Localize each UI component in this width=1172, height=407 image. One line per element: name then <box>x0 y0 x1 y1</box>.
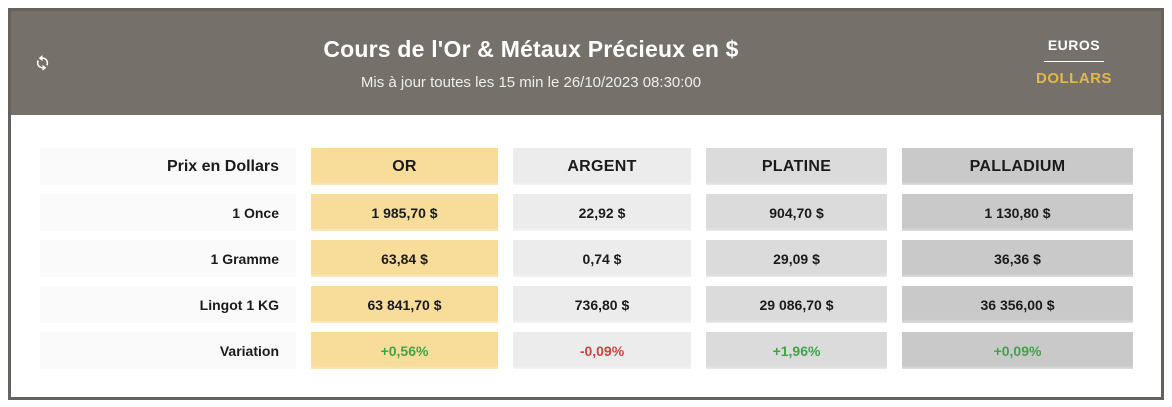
column-header-or: OR <box>311 148 498 185</box>
column-header-palladium: PALLADIUM <box>902 148 1133 185</box>
price-palladium-lingot: 36 356,00 $ <box>902 286 1133 323</box>
row-label-once: 1 Once <box>40 194 296 231</box>
refresh-icon <box>33 53 52 75</box>
row-label-gramme: 1 Gramme <box>40 240 296 277</box>
price-table: Prix en Dollars OR ARGENT PLATINE PALLAD… <box>40 148 1161 369</box>
variation-or: +0,56% <box>311 332 498 369</box>
precious-metals-widget: Cours de l'Or & Métaux Précieux en $ Mis… <box>8 8 1164 400</box>
price-argent-once: 22,92 $ <box>513 194 691 231</box>
row-label-lingot: Lingot 1 KG <box>40 286 296 323</box>
table-corner-label: Prix en Dollars <box>40 148 296 185</box>
price-argent-gramme: 0,74 $ <box>513 240 691 277</box>
currency-option-euros[interactable]: EUROS <box>1043 37 1105 62</box>
row-label-variation: Variation <box>40 332 296 369</box>
price-platine-lingot: 29 086,70 $ <box>706 286 887 323</box>
variation-palladium: +0,09% <box>902 332 1133 369</box>
price-platine-gramme: 29,09 $ <box>706 240 887 277</box>
price-or-once: 1 985,70 $ <box>311 194 498 231</box>
price-palladium-gramme: 36,36 $ <box>902 240 1133 277</box>
page-title: Cours de l'Or & Métaux Précieux en $ <box>323 35 739 62</box>
refresh-button[interactable] <box>11 53 73 75</box>
column-header-platine: PLATINE <box>706 148 887 185</box>
widget-header: Cours de l'Or & Métaux Précieux en $ Mis… <box>11 11 1161 115</box>
currency-toggle: EUROS DOLLARS <box>999 37 1149 87</box>
price-or-lingot: 63 841,70 $ <box>311 286 498 323</box>
column-header-argent: ARGENT <box>513 148 691 185</box>
variation-platine: +1,96% <box>706 332 887 369</box>
last-updated-text: Mis à jour toutes les 15 min le 26/10/20… <box>360 73 702 91</box>
price-argent-lingot: 736,80 $ <box>513 286 691 323</box>
header-title-block: Cours de l'Or & Métaux Précieux en $ Mis… <box>63 36 999 91</box>
price-or-gramme: 63,84 $ <box>311 240 498 277</box>
currency-option-dollars[interactable]: DOLLARS <box>1036 70 1112 87</box>
price-palladium-once: 1 130,80 $ <box>902 194 1133 231</box>
price-platine-once: 904,70 $ <box>706 194 887 231</box>
variation-argent: -0,09% <box>513 332 691 369</box>
